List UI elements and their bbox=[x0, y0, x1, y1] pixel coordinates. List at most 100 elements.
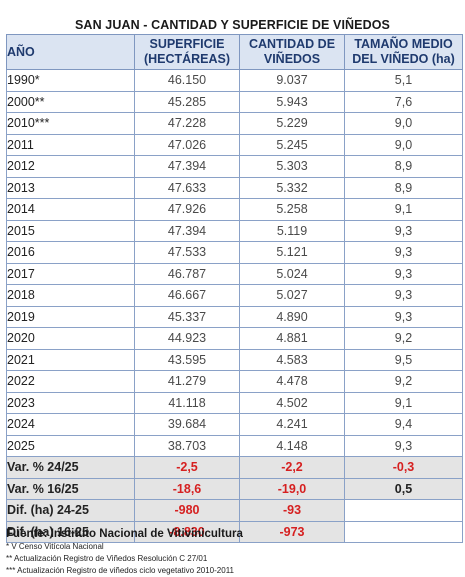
year-cell: 2012 bbox=[6, 155, 135, 178]
avg-cell: 9,3 bbox=[344, 434, 463, 457]
footnote-1: * V Censo Vitícola Nacional bbox=[6, 542, 104, 551]
surface-cell: 39.684 bbox=[134, 413, 240, 436]
summary-count-cell: -973 bbox=[239, 520, 345, 543]
avg-cell: 8,9 bbox=[344, 176, 463, 199]
table-row: 2011 47.026 5.245 9,0 bbox=[6, 133, 463, 156]
surface-cell: 45.337 bbox=[134, 305, 240, 328]
summary-row: Dif. (ha) 16-25 -8.830 -973 bbox=[6, 520, 463, 543]
source-text: Fuente: Instituto Nacional de Vitivinicu… bbox=[6, 528, 243, 540]
summary-label-cell: Dif. (ha) 24-25 bbox=[6, 499, 135, 522]
table-row: 2025 38.703 4.148 9,3 bbox=[6, 434, 463, 457]
avg-cell: 9,3 bbox=[344, 305, 463, 328]
surface-cell: 45.285 bbox=[134, 90, 240, 113]
table-row: 2018 46.667 5.027 9,3 bbox=[6, 284, 463, 307]
surface-cell: 41.118 bbox=[134, 391, 240, 414]
surface-cell: 47.926 bbox=[134, 198, 240, 221]
avg-cell: 9,4 bbox=[344, 413, 463, 436]
year-cell: 2013 bbox=[6, 176, 135, 199]
header-surface-line1: SUPERFICIE bbox=[149, 37, 225, 51]
surface-cell: 43.595 bbox=[134, 348, 240, 371]
summary-label-cell: Var. % 16/25 bbox=[6, 477, 135, 500]
count-cell: 5.119 bbox=[239, 219, 345, 242]
table-row: 2020 44.923 4.881 9,2 bbox=[6, 327, 463, 350]
year-cell: 2019 bbox=[6, 305, 135, 328]
year-cell: 2021 bbox=[6, 348, 135, 371]
summary-label-cell: Var. % 24/25 bbox=[6, 456, 135, 479]
header-count: CANTIDAD DE VIÑEDOS bbox=[239, 34, 345, 70]
header-row: AÑO SUPERFICIE (HECTÁREAS) CANTIDAD DE V… bbox=[6, 34, 463, 70]
year-cell: 2022 bbox=[6, 370, 135, 393]
surface-cell: 38.703 bbox=[134, 434, 240, 457]
header-surface-line2: (HECTÁREAS) bbox=[143, 52, 231, 66]
surface-cell: 47.633 bbox=[134, 176, 240, 199]
year-cell: 1990* bbox=[6, 69, 135, 92]
avg-cell: 8,9 bbox=[344, 155, 463, 178]
avg-cell: 7,6 bbox=[344, 90, 463, 113]
avg-cell: 9,5 bbox=[344, 348, 463, 371]
table-header: AÑO SUPERFICIE (HECTÁREAS) CANTIDAD DE V… bbox=[6, 34, 463, 70]
count-cell: 4.148 bbox=[239, 434, 345, 457]
header-surface: SUPERFICIE (HECTÁREAS) bbox=[134, 34, 240, 70]
summary-count-cell: -2,2 bbox=[239, 456, 345, 479]
count-cell: 5.024 bbox=[239, 262, 345, 285]
header-avg-line1: TAMAÑO MEDIO bbox=[354, 37, 453, 51]
summary-surface-cell: -18,6 bbox=[134, 477, 240, 500]
avg-cell: 9,3 bbox=[344, 219, 463, 242]
summary-surface-cell: -980 bbox=[134, 499, 240, 522]
avg-cell: 9,2 bbox=[344, 370, 463, 393]
surface-cell: 44.923 bbox=[134, 327, 240, 350]
year-cell: 2018 bbox=[6, 284, 135, 307]
year-cell: 2010*** bbox=[6, 112, 135, 135]
year-cell: 2024 bbox=[6, 413, 135, 436]
summary-row: Dif. (ha) 24-25 -980 -93 bbox=[6, 499, 463, 522]
summary-surface-cell: -8.830 bbox=[134, 520, 240, 543]
summary-count-cell: -93 bbox=[239, 499, 345, 522]
table-row: 1990* 46.150 9.037 5,1 bbox=[6, 69, 463, 92]
avg-cell: 9,3 bbox=[344, 241, 463, 264]
year-cell: 2025 bbox=[6, 434, 135, 457]
table-row: 2017 46.787 5.024 9,3 bbox=[6, 262, 463, 285]
footnote-2: ** Actualización Registro de Viñedos Res… bbox=[6, 554, 208, 563]
avg-cell: 9,3 bbox=[344, 262, 463, 285]
table-row: 2023 41.118 4.502 9,1 bbox=[6, 391, 463, 414]
surface-cell: 46.150 bbox=[134, 69, 240, 92]
table-row: 2014 47.926 5.258 9,1 bbox=[6, 198, 463, 221]
header-avg-line2: DEL VIÑEDO (ha) bbox=[352, 52, 455, 66]
header-count-line1: CANTIDAD DE bbox=[248, 37, 336, 51]
surface-cell: 47.533 bbox=[134, 241, 240, 264]
avg-cell: 5,1 bbox=[344, 69, 463, 92]
table-row: 2013 47.633 5.332 8,9 bbox=[6, 176, 463, 199]
surface-cell: 46.787 bbox=[134, 262, 240, 285]
table-row: 2024 39.684 4.241 9,4 bbox=[6, 413, 463, 436]
summary-avg-cell bbox=[344, 520, 463, 543]
year-cell: 2014 bbox=[6, 198, 135, 221]
count-cell: 4.583 bbox=[239, 348, 345, 371]
count-cell: 5.332 bbox=[239, 176, 345, 199]
count-cell: 5.121 bbox=[239, 241, 345, 264]
summary-label-cell: Dif. (ha) 16-25 bbox=[6, 520, 135, 543]
footer: Fuente: Instituto Nacional de Vitivinicu… bbox=[6, 528, 243, 577]
year-cell: 2000** bbox=[6, 90, 135, 113]
avg-cell: 9,1 bbox=[344, 391, 463, 414]
header-avg: TAMAÑO MEDIO DEL VIÑEDO (ha) bbox=[344, 34, 463, 70]
count-cell: 5.943 bbox=[239, 90, 345, 113]
surface-cell: 47.228 bbox=[134, 112, 240, 135]
table-row: 2000** 45.285 5.943 7,6 bbox=[6, 90, 463, 113]
avg-cell: 9,3 bbox=[344, 284, 463, 307]
surface-cell: 47.394 bbox=[134, 219, 240, 242]
summary-count-cell: -19,0 bbox=[239, 477, 345, 500]
table-row: 2012 47.394 5.303 8,9 bbox=[6, 155, 463, 178]
table-row: 2021 43.595 4.583 9,5 bbox=[6, 348, 463, 371]
summary-avg-cell bbox=[344, 499, 463, 522]
year-cell: 2011 bbox=[6, 133, 135, 156]
count-cell: 5.303 bbox=[239, 155, 345, 178]
table-row: 2015 47.394 5.119 9,3 bbox=[6, 219, 463, 242]
count-cell: 4.478 bbox=[239, 370, 345, 393]
year-cell: 2020 bbox=[6, 327, 135, 350]
header-count-line2: VIÑEDOS bbox=[263, 52, 321, 66]
footnote-3: *** Actualización Registro de viñedos ci… bbox=[6, 566, 234, 575]
count-cell: 4.881 bbox=[239, 327, 345, 350]
table-title: SAN JUAN - CANTIDAD Y SUPERFICIE DE VIÑE… bbox=[75, 18, 390, 32]
summary-avg-cell: -0,3 bbox=[344, 456, 463, 479]
count-cell: 5.258 bbox=[239, 198, 345, 221]
